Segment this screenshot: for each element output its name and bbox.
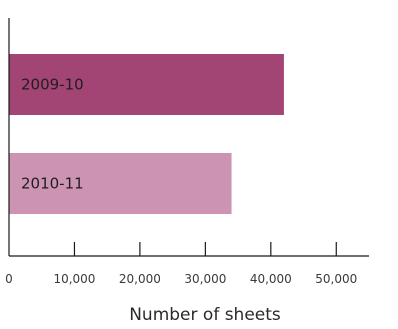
bar-2010-11 <box>9 153 232 214</box>
axis-layer <box>8 18 369 257</box>
x-tick-label-0: 0 <box>5 272 13 286</box>
x-tick-label-10,000: 10,000 <box>53 272 95 286</box>
labels-layer: 2009-10 2010-11 0 10,000 20,000 30,000 40,000 5… <box>5 76 357 287</box>
bars-layer <box>9 54 284 214</box>
x-tick-label-20,000: 20,000 <box>119 272 161 286</box>
bar-label-2010-11: 2010-11 <box>21 175 84 193</box>
x-axis-title: Number of sheets <box>129 305 281 325</box>
x-tick-label-30,000: 30,000 <box>184 272 226 286</box>
bar-2009-10 <box>9 54 284 115</box>
bar-label-2009-10: 2009-10 <box>21 76 84 94</box>
x-tick-label-50,000: 50,000 <box>315 272 357 286</box>
x-tick-label-40,000: 40,000 <box>250 272 292 286</box>
